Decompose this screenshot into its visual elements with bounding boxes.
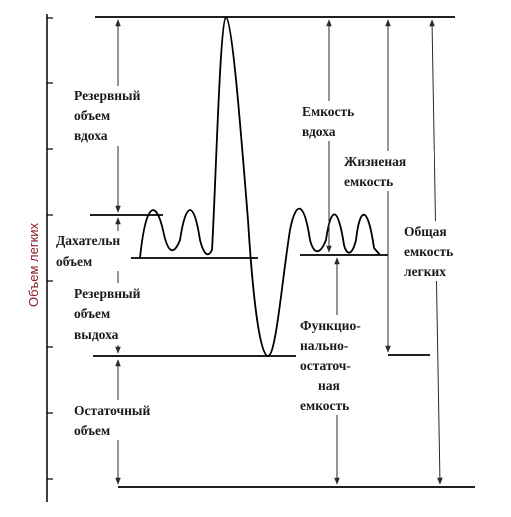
volume-axis [46, 14, 53, 502]
svg-text:Общая: Общая [404, 224, 447, 239]
svg-text:вдоха: вдоха [302, 124, 336, 139]
svg-text:вдоха: вдоха [74, 128, 108, 143]
svg-text:Резервный: Резервный [74, 286, 141, 301]
svg-text:ная: ная [318, 378, 340, 393]
vital-capacity-label: Жизненая емкость [342, 151, 434, 191]
svg-text:легких: легких [404, 264, 446, 279]
functional-residual-label: Функцио- нально- остаточ- ная емкость [296, 315, 380, 415]
svg-text:объем: объем [74, 306, 110, 321]
y-axis-label: Объем легких [26, 222, 41, 307]
svg-text:Функцио-: Функцио- [300, 318, 361, 333]
svg-text:Резервный: Резервный [74, 88, 141, 103]
inspiratory-capacity-label: Емкость вдоха [300, 101, 372, 141]
inspiratory-reserve-label: Резервный объем вдоха [72, 86, 164, 146]
svg-text:Остаточный: Остаточный [74, 403, 150, 418]
axis-ticks [47, 17, 53, 480]
svg-text:остаточ-: остаточ- [300, 358, 351, 373]
svg-text:Жизненая: Жизненая [344, 154, 406, 169]
svg-text:выдоха: выдоха [74, 327, 119, 342]
svg-text:Емкость: Емкость [302, 104, 354, 119]
total-capacity-label: Общая емкость легких [402, 221, 464, 281]
svg-text:объем: объем [74, 423, 110, 438]
residual-volume-label: Остаточный объем [72, 400, 172, 440]
svg-text:объем: объем [56, 254, 92, 269]
expiratory-reserve-label: Резервный объем выдоха [72, 283, 166, 345]
breathing-curve [139, 15, 381, 357]
svg-text:емкость: емкость [344, 174, 393, 189]
svg-text:емкость: емкость [300, 398, 349, 413]
level-lines [90, 16, 475, 488]
svg-text:емкость: емкость [404, 244, 453, 259]
svg-text:объем: объем [74, 108, 110, 123]
tidal-volume-label: Дахательн объем [55, 231, 131, 271]
svg-text:нально-: нально- [300, 338, 348, 353]
svg-text:Дахательн: Дахательн [56, 233, 120, 248]
